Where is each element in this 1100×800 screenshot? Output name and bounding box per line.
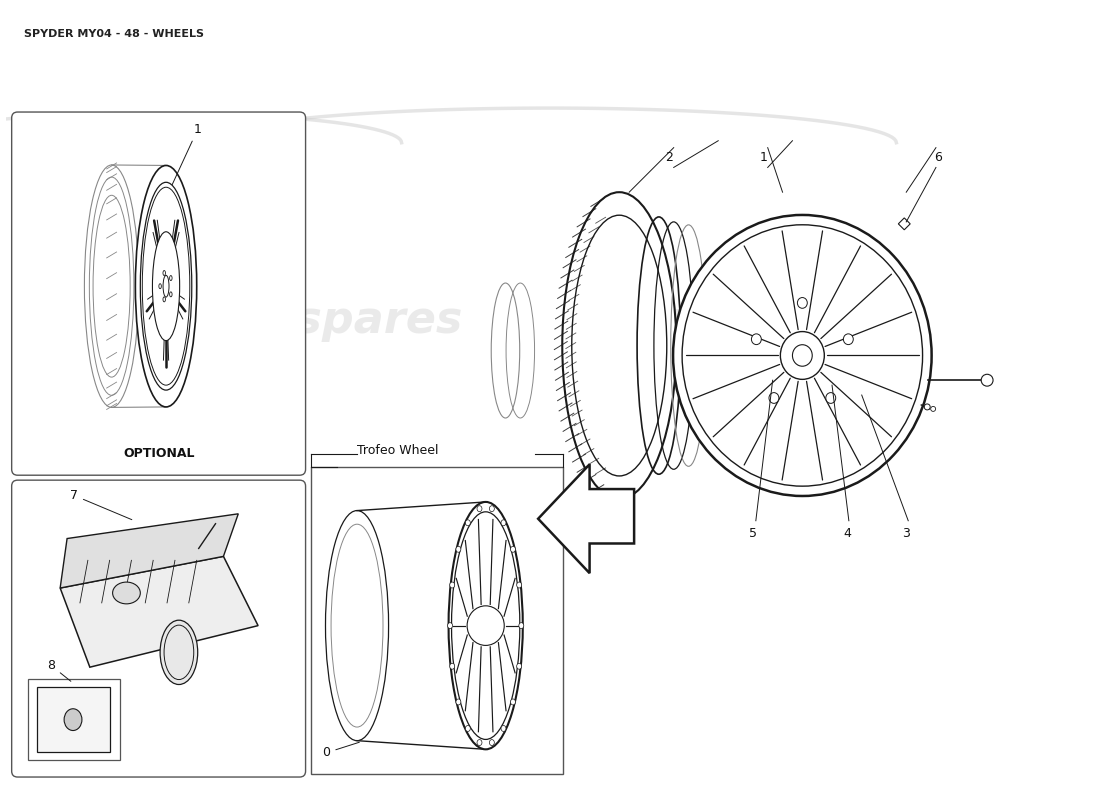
Text: Trofeo Wheel: Trofeo Wheel xyxy=(358,445,439,458)
Ellipse shape xyxy=(85,165,139,407)
Ellipse shape xyxy=(465,520,471,526)
Ellipse shape xyxy=(158,284,162,289)
Ellipse shape xyxy=(519,622,524,629)
Text: 5: 5 xyxy=(749,526,757,539)
Polygon shape xyxy=(60,556,258,667)
FancyBboxPatch shape xyxy=(12,112,306,475)
Ellipse shape xyxy=(477,506,482,512)
Text: 8: 8 xyxy=(47,659,70,682)
Ellipse shape xyxy=(510,546,516,552)
Circle shape xyxy=(931,406,936,411)
Ellipse shape xyxy=(792,345,812,366)
Text: 2: 2 xyxy=(664,150,673,163)
Ellipse shape xyxy=(455,699,461,705)
Ellipse shape xyxy=(64,709,81,730)
Ellipse shape xyxy=(477,740,482,746)
Ellipse shape xyxy=(510,699,516,705)
Ellipse shape xyxy=(450,663,454,670)
Text: 6: 6 xyxy=(934,150,942,163)
Polygon shape xyxy=(37,687,110,752)
Ellipse shape xyxy=(153,232,179,341)
Ellipse shape xyxy=(500,520,506,526)
Ellipse shape xyxy=(751,334,761,345)
Ellipse shape xyxy=(826,393,836,403)
Ellipse shape xyxy=(448,622,452,629)
Ellipse shape xyxy=(450,582,454,588)
Ellipse shape xyxy=(490,740,494,746)
Text: 4: 4 xyxy=(843,526,850,539)
Ellipse shape xyxy=(572,215,667,476)
Text: 1: 1 xyxy=(760,150,768,163)
Text: eurospares: eurospares xyxy=(182,299,463,342)
Ellipse shape xyxy=(135,166,197,407)
FancyBboxPatch shape xyxy=(12,480,306,777)
Circle shape xyxy=(981,374,993,386)
Ellipse shape xyxy=(490,506,494,512)
Ellipse shape xyxy=(500,726,506,731)
Ellipse shape xyxy=(517,663,521,670)
Ellipse shape xyxy=(455,546,461,552)
Bar xyxy=(310,467,563,774)
Text: 3: 3 xyxy=(902,526,910,539)
Ellipse shape xyxy=(163,297,165,302)
Ellipse shape xyxy=(163,275,169,297)
Polygon shape xyxy=(899,218,910,230)
Ellipse shape xyxy=(844,334,854,345)
Text: OPTIONAL: OPTIONAL xyxy=(123,447,195,460)
Text: 0: 0 xyxy=(322,742,360,759)
Ellipse shape xyxy=(517,582,521,588)
Ellipse shape xyxy=(169,292,172,297)
Text: 7: 7 xyxy=(70,489,132,520)
FancyBboxPatch shape xyxy=(29,679,120,760)
Polygon shape xyxy=(60,514,239,588)
Ellipse shape xyxy=(780,331,824,379)
Ellipse shape xyxy=(169,275,172,281)
Ellipse shape xyxy=(562,192,676,499)
Text: SPYDER MY04 - 48 - WHEELS: SPYDER MY04 - 48 - WHEELS xyxy=(23,29,204,39)
Ellipse shape xyxy=(112,582,141,604)
Circle shape xyxy=(924,404,931,410)
Ellipse shape xyxy=(141,182,191,390)
Ellipse shape xyxy=(673,215,932,496)
Ellipse shape xyxy=(769,393,779,403)
Ellipse shape xyxy=(161,620,198,685)
Polygon shape xyxy=(538,464,634,573)
Ellipse shape xyxy=(163,270,165,275)
Text: 1: 1 xyxy=(173,123,201,185)
Text: eurospares: eurospares xyxy=(607,299,889,342)
Ellipse shape xyxy=(465,726,471,731)
Ellipse shape xyxy=(326,510,388,741)
Ellipse shape xyxy=(468,606,504,646)
Ellipse shape xyxy=(449,502,522,750)
Ellipse shape xyxy=(798,298,807,308)
